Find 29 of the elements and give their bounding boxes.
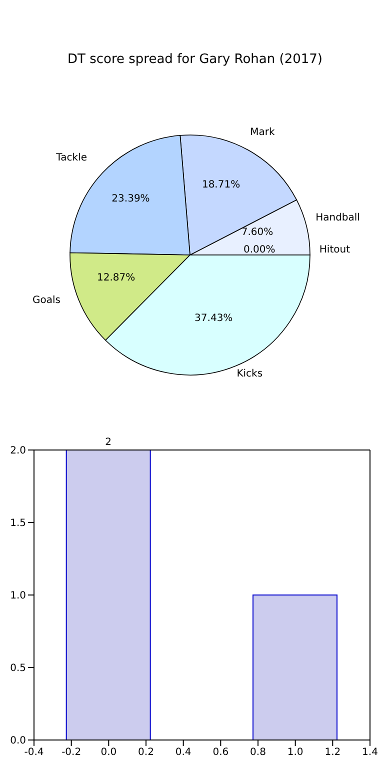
x-tick-label: 0.6 <box>212 747 229 758</box>
slice-label: Mark <box>250 126 275 138</box>
chart-title: DT score spread for Gary Rohan (2017) <box>66 52 324 67</box>
data-label: 2 <box>105 437 112 448</box>
y-tick-label: 2.0 <box>10 446 26 457</box>
y-tick-label: 0.5 <box>10 663 26 674</box>
x-tick-label: 0.8 <box>250 747 266 758</box>
slice-label: Kicks <box>236 368 263 380</box>
x-tick-label: -0.4 <box>24 747 44 758</box>
x-tick-label: -0.2 <box>62 747 82 758</box>
slice-label: Goals <box>32 295 60 306</box>
x-tick-label: 1.4 <box>362 747 378 758</box>
category-label: Hitout <box>319 244 350 256</box>
slice-label: Handball <box>316 212 360 224</box>
data-label: 37.43% <box>194 313 233 324</box>
y-tick-label: 1.5 <box>10 518 26 530</box>
y-tick-label: 1.0 <box>10 590 26 602</box>
x-tick-label: 1.2 <box>324 747 341 758</box>
data-label: 18.71% <box>202 179 240 190</box>
data-label: 7.60% <box>241 226 274 238</box>
y-tick-label: 0.0 <box>10 736 26 747</box>
text: 0.00% <box>244 244 276 256</box>
data-label: 12.87% <box>96 272 136 284</box>
x-tick-label: 0.4 <box>175 747 192 758</box>
slice-label: Tackle <box>55 152 87 164</box>
data-label: 23.39% <box>112 194 150 205</box>
x-tick-label: 0.2 <box>138 747 154 758</box>
x-tick-label: 0.0 <box>100 747 117 758</box>
x-tick-label: 1.0 <box>287 747 304 758</box>
